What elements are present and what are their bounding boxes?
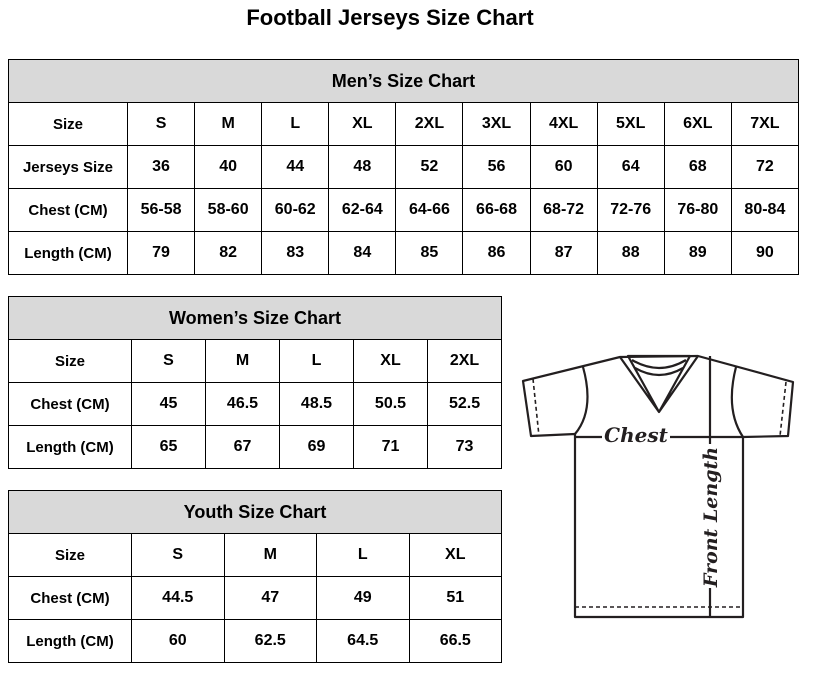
- table-cell: 6XL: [663, 102, 732, 146]
- table-cell: 44.5: [131, 576, 225, 620]
- row-label: Length (CM): [8, 619, 132, 663]
- table-cell: 62-64: [328, 188, 397, 232]
- table-caption: Men’s Size Chart: [8, 59, 799, 103]
- page-title: Football Jerseys Size Chart: [246, 5, 534, 30]
- table-cell: 65: [131, 425, 206, 469]
- row-label: Chest (CM): [8, 576, 132, 620]
- row-label: Chest (CM): [8, 382, 132, 426]
- table-cell: 72: [730, 145, 799, 189]
- table-cell: 64.5: [316, 619, 410, 663]
- front-length-label: Front Length: [700, 447, 722, 588]
- mens-size-table: Men’s Size Chart Size S M L XL 2XL 3XL 4XL 5XL 6XL…: [8, 59, 799, 275]
- table-cell: 62.5: [223, 619, 317, 663]
- table-cell: 7XL: [730, 102, 799, 146]
- table-cell: XL: [408, 533, 503, 577]
- table-cell: 76-80: [663, 188, 732, 232]
- table-cell: 48: [328, 145, 397, 189]
- table-row: Length (CM) 65 67 69 71 73: [8, 425, 503, 469]
- table-cell: 71: [353, 425, 428, 469]
- table-row: Length (CM) 60 62.5 64.5 66.5: [8, 619, 503, 663]
- collar: [619, 354, 699, 414]
- row-label: Jerseys Size: [8, 145, 128, 189]
- table-cell: 45: [131, 382, 206, 426]
- table-cell: L: [279, 339, 354, 383]
- table-cell: S: [131, 533, 225, 577]
- table-cell: S: [131, 339, 206, 383]
- table-cell: 56-58: [126, 188, 196, 232]
- table-cell: 68-72: [529, 188, 598, 232]
- table-cell: 49: [316, 576, 410, 620]
- table-cell: 60: [131, 619, 225, 663]
- table-cell: M: [194, 102, 263, 146]
- table-cell: 56: [462, 145, 531, 189]
- table-cell: M: [223, 533, 317, 577]
- jersey-diagram: Chest Front Length: [521, 354, 795, 619]
- row-label: Length (CM): [8, 425, 132, 469]
- table-cell: 4XL: [529, 102, 598, 146]
- youth-size-table: Youth Size Chart Size S M L XL Chest (CM) 44.5 4…: [7, 490, 503, 663]
- row-label: Size: [8, 339, 132, 383]
- table-cell: XL: [328, 102, 397, 146]
- table-cell: 79: [126, 231, 196, 275]
- table-cell: 90: [730, 231, 799, 275]
- table-caption: Women’s Size Chart: [7, 296, 503, 340]
- table-cell: 88: [596, 231, 665, 275]
- table-cell: 50.5: [353, 382, 428, 426]
- table-cell: 47: [223, 576, 317, 620]
- table-cell: 83: [261, 231, 330, 275]
- table-cell: 40: [194, 145, 263, 189]
- table-row: Chest (CM) 56-58 58-60 60-62 62-64 64-66 66-68…: [8, 188, 799, 232]
- table-cell: 84: [328, 231, 397, 275]
- table-cell: 58-60: [194, 188, 263, 232]
- table-row: Size S M L XL: [8, 533, 503, 577]
- table-cell: 51: [408, 576, 503, 620]
- table-cell: 52.5: [426, 382, 503, 426]
- table-cell: 2XL: [426, 339, 503, 383]
- table-cell: L: [316, 533, 410, 577]
- table-cell: L: [261, 102, 330, 146]
- table-cell: 64-66: [395, 188, 464, 232]
- table-cell: 89: [663, 231, 732, 275]
- table-cell: XL: [353, 339, 428, 383]
- table-cell: 87: [529, 231, 598, 275]
- row-label: Length (CM): [8, 231, 128, 275]
- jersey-outline: [521, 354, 795, 619]
- table-cell: 36: [126, 145, 196, 189]
- row-label: Chest (CM): [8, 188, 128, 232]
- table-cell: 69: [279, 425, 354, 469]
- table-cell: 67: [205, 425, 280, 469]
- table-cell: M: [205, 339, 280, 383]
- table-cell: 82: [194, 231, 263, 275]
- table-cell: 3XL: [462, 102, 531, 146]
- table-cell: 73: [426, 425, 503, 469]
- table-row: Size S M L XL 2XL 3XL 4XL 5XL 6XL 7XL: [8, 102, 799, 146]
- table-cell: 48.5: [279, 382, 354, 426]
- table-cell: 72-76: [596, 188, 665, 232]
- table-cell: 46.5: [205, 382, 280, 426]
- table-cell: 85: [395, 231, 464, 275]
- table-cell: 64: [596, 145, 665, 189]
- womens-size-table: Women’s Size Chart Size S M L XL 2XL Chest (CM)…: [7, 296, 503, 469]
- table-cell: 60: [529, 145, 598, 189]
- table-row: Size S M L XL 2XL: [8, 339, 503, 383]
- table-row: Jerseys Size 36 40 44 48 52 56 60 64 68 72: [8, 145, 799, 189]
- row-label: Size: [8, 102, 128, 146]
- table-row: Chest (CM) 45 46.5 48.5 50.5 52.5: [8, 382, 503, 426]
- table-cell: 44: [261, 145, 330, 189]
- table-cell: 66.5: [408, 619, 503, 663]
- table-row: Chest (CM) 44.5 47 49 51: [8, 576, 503, 620]
- table-row: Length (CM) 79 82 83 84 85 86 87 88 89 90: [8, 231, 799, 275]
- row-label: Size: [8, 533, 132, 577]
- table-cell: 60-62: [261, 188, 330, 232]
- table-cell: 66-68: [462, 188, 531, 232]
- table-cell: 68: [663, 145, 732, 189]
- table-cell: 52: [395, 145, 464, 189]
- table-cell: 86: [462, 231, 531, 275]
- table-cell: 5XL: [596, 102, 665, 146]
- chest-label: Chest: [604, 423, 668, 447]
- table-cell: 80-84: [730, 188, 799, 232]
- table-caption: Youth Size Chart: [7, 490, 503, 534]
- table-cell: S: [126, 102, 196, 146]
- table-cell: 2XL: [395, 102, 464, 146]
